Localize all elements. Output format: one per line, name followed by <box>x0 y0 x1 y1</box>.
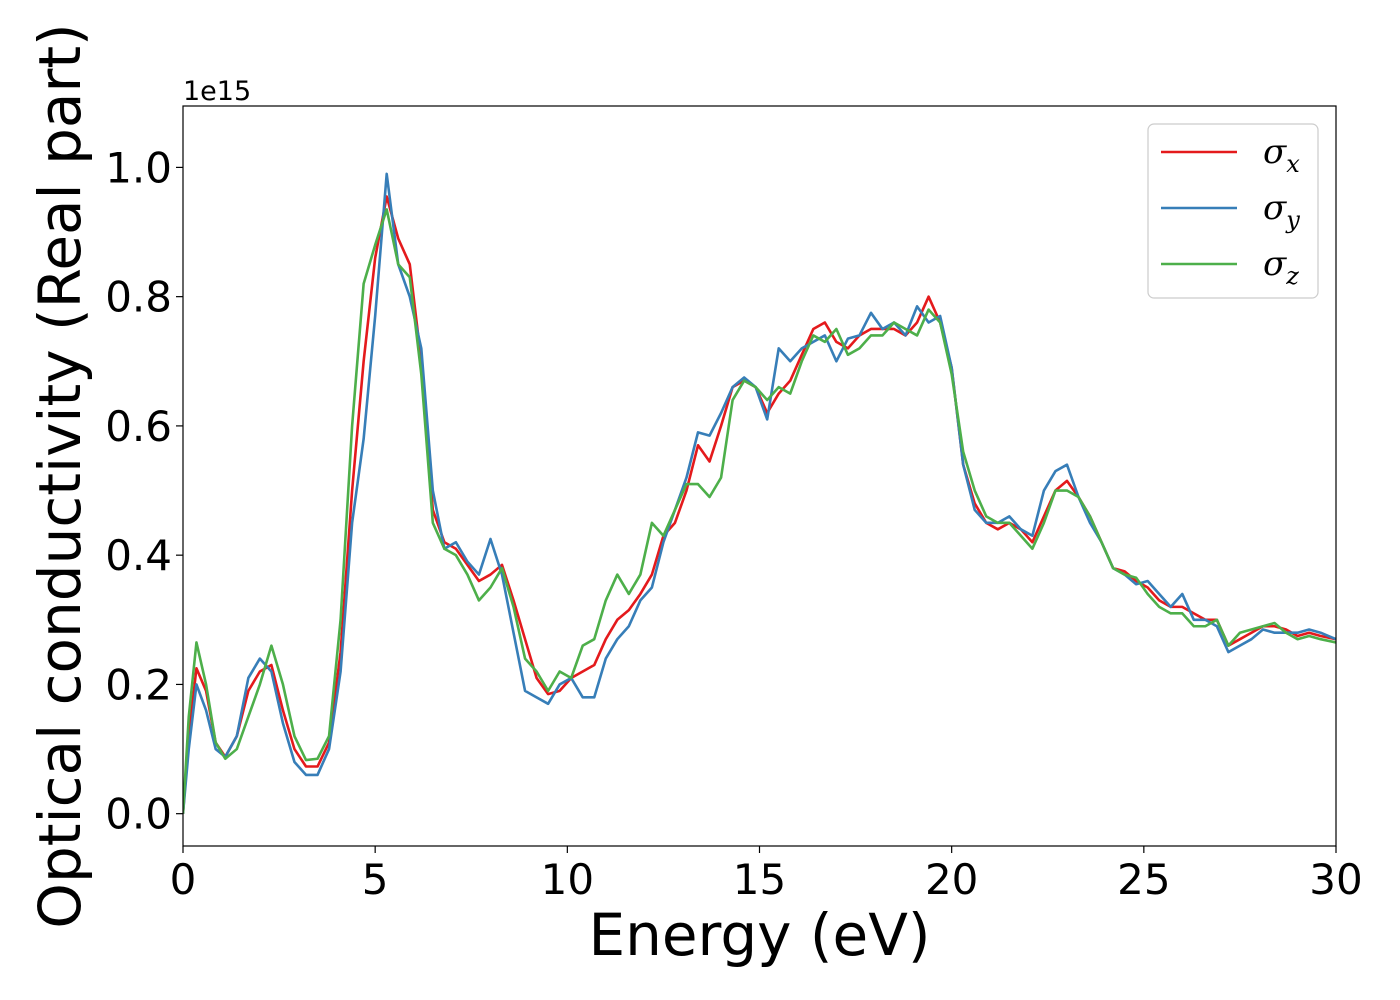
y-tick-label: 1.0 <box>105 143 172 192</box>
y-tick-label: 0.0 <box>105 790 172 839</box>
x-tick-label: 25 <box>1117 855 1170 904</box>
y-axis-label: Optical conductivity (Real part) <box>26 23 94 928</box>
x-axis-ticks: 0 5 10 15 20 25 30 <box>170 846 1363 904</box>
y-offset-label: 1e15 <box>183 76 251 107</box>
legend-box <box>1147 123 1319 299</box>
y-axis-ticks: 0.0 0.2 0.4 0.6 0.8 1.0 <box>105 143 183 839</box>
y-tick-label: 0.4 <box>105 531 172 580</box>
y-tick-label: 0.2 <box>105 660 172 709</box>
x-tick-label: 0 <box>170 855 197 904</box>
x-axis-label: Energy (eV) <box>588 901 930 969</box>
series-line-z <box>183 208 1336 814</box>
legend: σx σy σz <box>1147 123 1319 299</box>
x-tick-label: 10 <box>541 855 594 904</box>
x-tick-label: 5 <box>362 855 389 904</box>
series-layer <box>183 172 1336 814</box>
x-tick-label: 30 <box>1309 855 1362 904</box>
x-tick-label: 15 <box>733 855 786 904</box>
series-line-y <box>183 172 1336 814</box>
legend-label-z: σz <box>1263 244 1299 290</box>
y-tick-label: 0.6 <box>105 402 172 451</box>
legend-label-x: σx <box>1263 132 1300 178</box>
x-tick-label: 20 <box>925 855 978 904</box>
y-tick-label: 0.8 <box>105 273 172 322</box>
legend-label-y: σy <box>1263 188 1300 234</box>
